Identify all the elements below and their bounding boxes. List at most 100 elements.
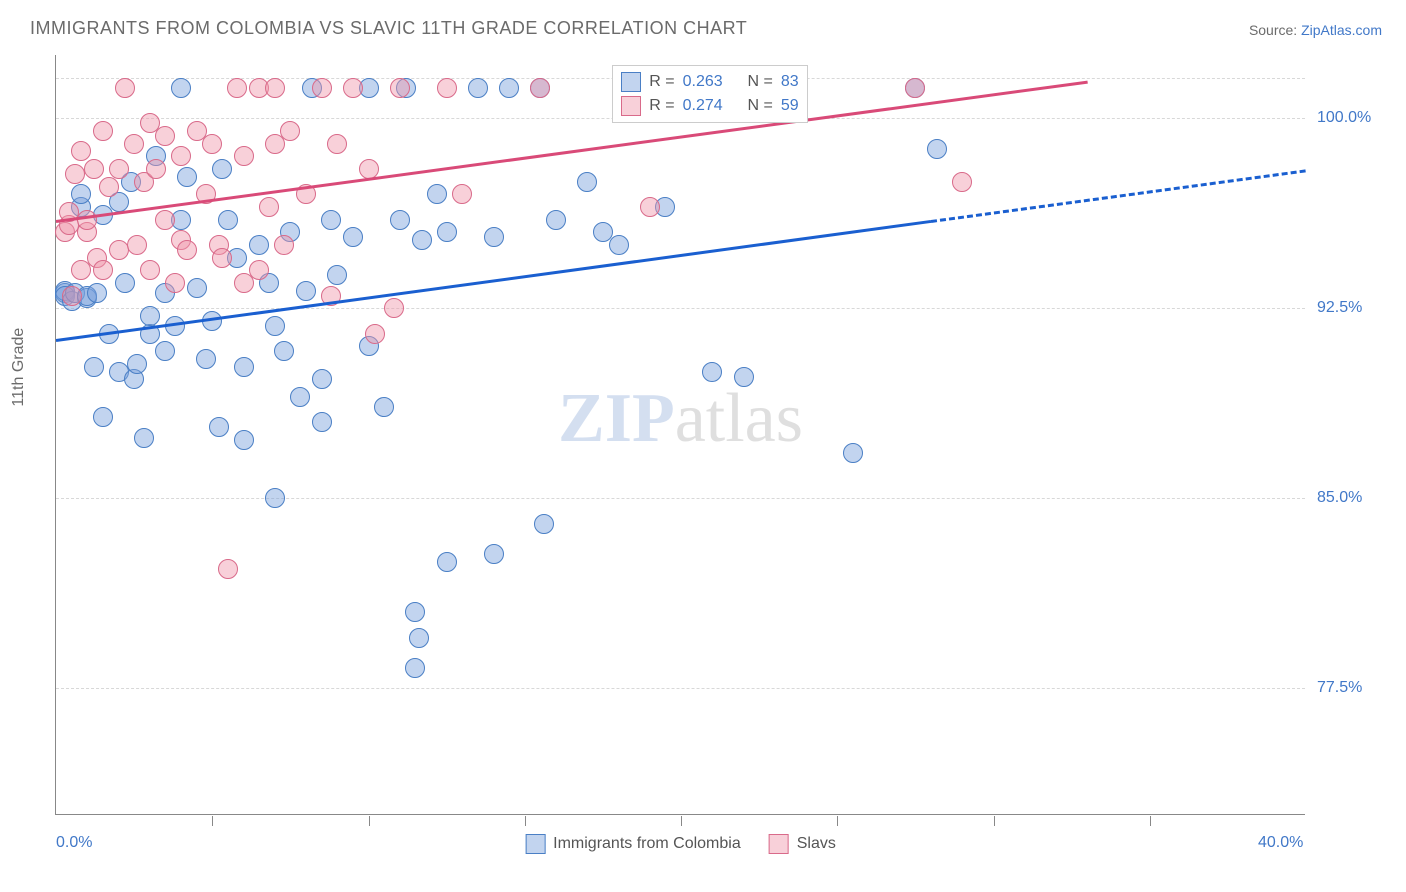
watermark: ZIPatlas: [558, 379, 803, 459]
colombia-point: [927, 139, 947, 159]
colombia-point: [209, 417, 229, 437]
x-tick: [369, 816, 370, 826]
slavs-point: [109, 159, 129, 179]
slavs-point: [365, 324, 385, 344]
legend-swatch: [769, 834, 789, 854]
slavs-point: [124, 134, 144, 154]
slavs-point: [99, 177, 119, 197]
r-value: 0.274: [683, 97, 723, 115]
x-tick-label: 40.0%: [1258, 834, 1303, 852]
slavs-point: [343, 78, 363, 98]
colombia-point: [409, 628, 429, 648]
colombia-point: [196, 349, 216, 369]
slavs-point: [640, 197, 660, 217]
colombia-point: [534, 514, 554, 534]
y-axis-label: 11th Grade: [10, 328, 28, 407]
slavs-point: [127, 235, 147, 255]
x-tick: [525, 816, 526, 826]
colombia-point: [390, 210, 410, 230]
n-label: N =: [748, 73, 773, 91]
slavs-point: [62, 286, 82, 306]
slavs-point: [146, 159, 166, 179]
n-value: 59: [781, 97, 799, 115]
slavs-point: [65, 164, 85, 184]
colombia-point: [437, 552, 457, 572]
colombia-point: [171, 78, 191, 98]
legend-item-slavs: Slavs: [769, 834, 836, 854]
watermark-bold: ZIP: [558, 380, 675, 457]
colombia-point: [218, 210, 238, 230]
slavs-point: [259, 197, 279, 217]
y-tick-label: 92.5%: [1317, 299, 1397, 317]
slavs-point: [109, 240, 129, 260]
colombia-point: [427, 184, 447, 204]
source-value: ZipAtlas.com: [1301, 22, 1382, 38]
colombia-point: [609, 235, 629, 255]
slavs-point: [177, 240, 197, 260]
colombia-point: [249, 235, 269, 255]
slavs-point: [93, 121, 113, 141]
colombia-point: [265, 488, 285, 508]
colombia-point: [115, 273, 135, 293]
colombia-point: [405, 602, 425, 622]
slavs-point: [93, 260, 113, 280]
slavs-point: [530, 78, 550, 98]
colombia-point: [843, 443, 863, 463]
gridline-h: [56, 498, 1305, 499]
slavs-point: [952, 172, 972, 192]
slavs-point: [280, 121, 300, 141]
colombia-point: [234, 357, 254, 377]
colombia-point: [499, 78, 519, 98]
colombia-point: [546, 210, 566, 230]
slavs-point: [390, 78, 410, 98]
slavs-point: [227, 78, 247, 98]
colombia-point: [468, 78, 488, 98]
y-tick-label: 77.5%: [1317, 679, 1397, 697]
legend-row-slavs: R = 0.274 N = 59: [621, 94, 798, 118]
series-legend: Immigrants from Colombia Slavs: [525, 834, 836, 854]
slavs-point: [165, 273, 185, 293]
slavs-point: [274, 235, 294, 255]
slavs-point: [202, 134, 222, 154]
slavs-point: [452, 184, 472, 204]
y-tick-label: 85.0%: [1317, 489, 1397, 507]
legend-item-colombia: Immigrants from Colombia: [525, 834, 741, 854]
colombia-point: [71, 184, 91, 204]
legend-label: Immigrants from Colombia: [553, 835, 741, 853]
y-tick-label: 100.0%: [1317, 109, 1397, 127]
colombia-point: [437, 222, 457, 242]
slavs-point: [218, 559, 238, 579]
colombia-point: [484, 544, 504, 564]
colombia-point: [212, 159, 232, 179]
slavs-point: [312, 78, 332, 98]
colombia-point: [134, 428, 154, 448]
r-label: R =: [649, 97, 674, 115]
colombia-trendline-dash: [931, 169, 1306, 223]
scatter-plot-area: ZIPatlas 100.0%92.5%85.0%77.5%0.0%40.0%R…: [55, 55, 1305, 815]
x-tick: [837, 816, 838, 826]
source-label: Source:: [1249, 22, 1301, 38]
colombia-point: [734, 367, 754, 387]
x-tick: [994, 816, 995, 826]
colombia-point: [187, 278, 207, 298]
colombia-point: [484, 227, 504, 247]
correlation-legend: R = 0.263 N = 83R = 0.274 N = 59: [612, 65, 807, 123]
x-tick: [681, 816, 682, 826]
slavs-point: [212, 248, 232, 268]
slavs-point: [327, 134, 347, 154]
slavs-point: [249, 260, 269, 280]
legend-swatch: [621, 72, 641, 92]
x-tick: [212, 816, 213, 826]
colombia-point: [343, 227, 363, 247]
colombia-point: [127, 354, 147, 374]
legend-row-colombia: R = 0.263 N = 83: [621, 70, 798, 94]
r-value: 0.263: [683, 73, 723, 91]
source-attribution: Source: ZipAtlas.com: [1249, 22, 1382, 38]
colombia-point: [312, 412, 332, 432]
slavs-point: [234, 146, 254, 166]
x-tick: [1150, 816, 1151, 826]
slavs-point: [155, 126, 175, 146]
slavs-point: [115, 78, 135, 98]
colombia-point: [177, 167, 197, 187]
slavs-point: [140, 260, 160, 280]
